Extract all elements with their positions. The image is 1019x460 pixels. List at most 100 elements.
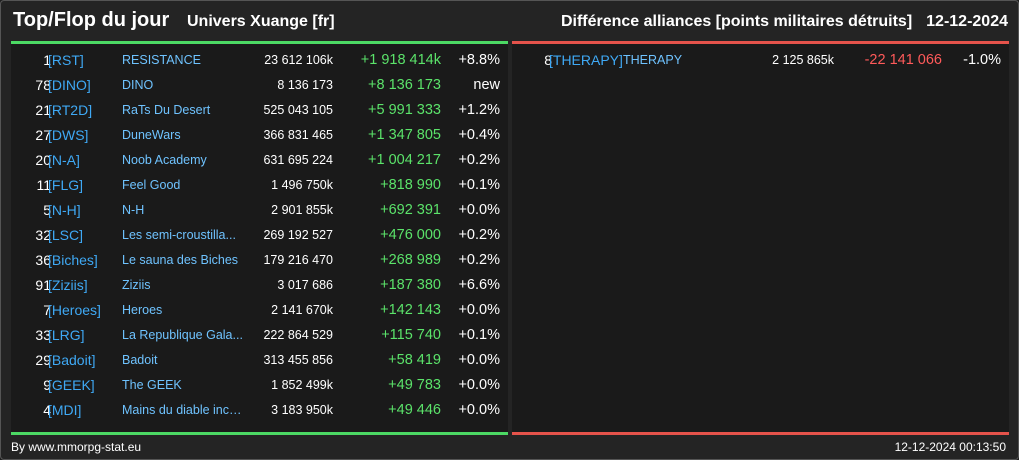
rank-cell: 91 [35,277,51,293]
top-row: 36 [Biches] Le sauna des Biches 179 216 470… [11,248,508,273]
diff-cell: +476 000 [380,227,441,243]
alliance-name-link[interactable]: Badoit [122,353,158,367]
alliance-tag-link[interactable]: [DWS] [48,127,89,143]
rank-cell: 1 [43,52,51,68]
diff-cell: +142 143 [380,302,441,318]
alliance-name-link[interactable]: DINO [122,78,154,92]
alliance-tag-link[interactable]: [FLG] [48,177,84,193]
alliance-name-link[interactable]: RESISTANCE [122,53,201,67]
alliance-name-link[interactable]: La Republique Gala... [122,328,243,342]
top-row: 11 [FLG] Feel Good 1 496 750k +818 990 +0.1% [11,173,508,198]
alliance-tag-link[interactable]: [THERAPY] [549,52,623,68]
points-cell: 8 136 173 [277,78,333,92]
rank-cell: 27 [35,127,51,143]
alliance-name-link[interactable]: Ziziis [122,278,151,292]
alliance-tag-link[interactable]: [N-A] [48,152,80,168]
alliance-tag-link[interactable]: [Biches] [48,252,98,268]
diff-cell: +1 918 414k [360,52,441,68]
flop-panel: 8 [THERAPY] THERAPY 2 125 865k -22 141 066 -1… [512,41,1009,435]
percent-cell: +0.0% [458,202,500,218]
percent-cell: +1.2% [458,102,500,118]
top-row: 20 [N-A] Noob Academy 631 695 224 +1 004 217… [11,148,508,173]
diff-cell: +187 380 [380,277,441,293]
diff-cell: +8 136 173 [368,77,441,93]
alliance-tag-link[interactable]: [LRG] [48,327,85,343]
footer-timestamp: 12-12-2024 00:13:50 [894,440,1006,454]
alliance-name-link[interactable]: THERAPY [623,53,683,67]
top-row: 29 [Badoit] Badoit 313 455 856 +58 419 +0.0% [11,348,508,373]
footer-source[interactable]: By www.mmorpg-stat.eu [11,440,142,454]
alliance-tag-link[interactable]: [N-H] [48,202,81,218]
diff-cell: +5 991 333 [368,102,441,118]
header-date: 12-12-2024 [926,13,1008,30]
rank-cell: 4 [43,402,51,418]
rank-cell: 32 [35,227,51,243]
points-cell: 2 141 670k [271,303,333,317]
alliance-tag-link[interactable]: [Ziziis] [48,277,88,293]
rank-cell: 5 [43,202,51,218]
percent-cell: +6.6% [458,277,500,293]
alliance-name-link[interactable]: The GEEK [122,378,182,392]
rank-cell: 33 [35,327,51,343]
rank-cell: 36 [35,252,51,268]
points-cell: 3 183 950k [271,403,333,417]
ranking-header: Différence alliances [points militaires … [561,13,1008,31]
percent-cell: +0.4% [458,127,500,143]
alliance-tag-link[interactable]: [RST] [48,52,84,68]
percent-cell: +0.0% [458,402,500,418]
alliance-tag-link[interactable]: [Badoit] [48,352,96,368]
universe-label: Univers Xuange [fr] [187,13,335,30]
top-row: 5 [N-H] N-H 2 901 855k +692 391 +0.0% [11,198,508,223]
diff-cell: +49 446 [388,402,441,418]
ranking-label: Différence alliances [points militaires … [560,13,913,30]
alliance-tag-link[interactable]: [DINO] [48,77,91,93]
points-cell: 1 852 499k [271,378,333,392]
alliance-tag-link[interactable]: [GEEK] [48,377,95,393]
points-cell: 269 192 527 [263,228,333,242]
alliance-name-link[interactable]: Heroes [122,303,163,317]
alliance-name-link[interactable]: Le sauna des Biches [122,253,239,267]
percent-cell: new [473,77,500,93]
alliance-tag-link[interactable]: [LSC] [48,227,84,243]
points-cell: 2 125 865k [772,53,834,67]
percent-cell: +0.1% [458,177,500,193]
diff-cell: +49 783 [388,377,441,393]
rank-cell: 8 [544,52,552,68]
alliance-name-link[interactable]: Feel Good [122,178,181,192]
rank-cell: 21 [35,102,51,118]
alliance-name-link[interactable]: N-H [122,203,145,217]
percent-cell: +0.0% [458,377,500,393]
rank-cell: 11 [36,177,51,193]
alliance-tag-link[interactable]: [Heroes] [48,302,101,318]
alliance-tag-link[interactable]: [RT2D] [48,102,93,118]
percent-cell: +0.2% [458,152,500,168]
percent-cell: -1.0% [963,52,1001,68]
rank-cell: 29 [35,352,51,368]
percent-cell: +0.0% [458,302,500,318]
alliance-name-link[interactable]: Mains du diable inco... [122,403,246,417]
diff-cell: +1 347 805 [368,127,441,143]
rank-cell: 78 [35,77,51,93]
rank-cell: 20 [35,152,51,168]
points-cell: 179 216 470 [263,253,333,267]
top-row: 21 [RT2D] RaTs Du Desert 525 043 105 +5 991 … [11,98,508,123]
percent-cell: +0.0% [458,352,500,368]
alliance-tag-link[interactable]: [MDI] [48,402,82,418]
diff-cell: +58 419 [388,352,441,368]
points-cell: 313 455 856 [263,353,333,367]
header: Top/Flop du jour Univers Xuange [fr] Dif… [1,1,1019,41]
points-cell: 23 612 106k [264,53,333,67]
points-cell: 1 496 750k [271,178,333,192]
alliance-name-link[interactable]: Noob Academy [122,153,207,167]
top-row: 1 [RST] RESISTANCE 23 612 106k +1 918 414k +8… [11,48,508,73]
alliance-name-link[interactable]: Les semi-croustilla... [122,228,236,242]
percent-cell: +0.2% [458,227,500,243]
rank-cell: 7 [43,302,51,318]
top-row: 78 [DINO] DINO 8 136 173 +8 136 173 new [11,73,508,98]
points-cell: 366 831 465 [263,128,333,142]
diff-cell: +692 391 [380,202,441,218]
alliance-name-link[interactable]: DuneWars [122,128,181,142]
points-cell: 222 864 529 [263,328,333,342]
alliance-name-link[interactable]: RaTs Du Desert [122,103,211,117]
